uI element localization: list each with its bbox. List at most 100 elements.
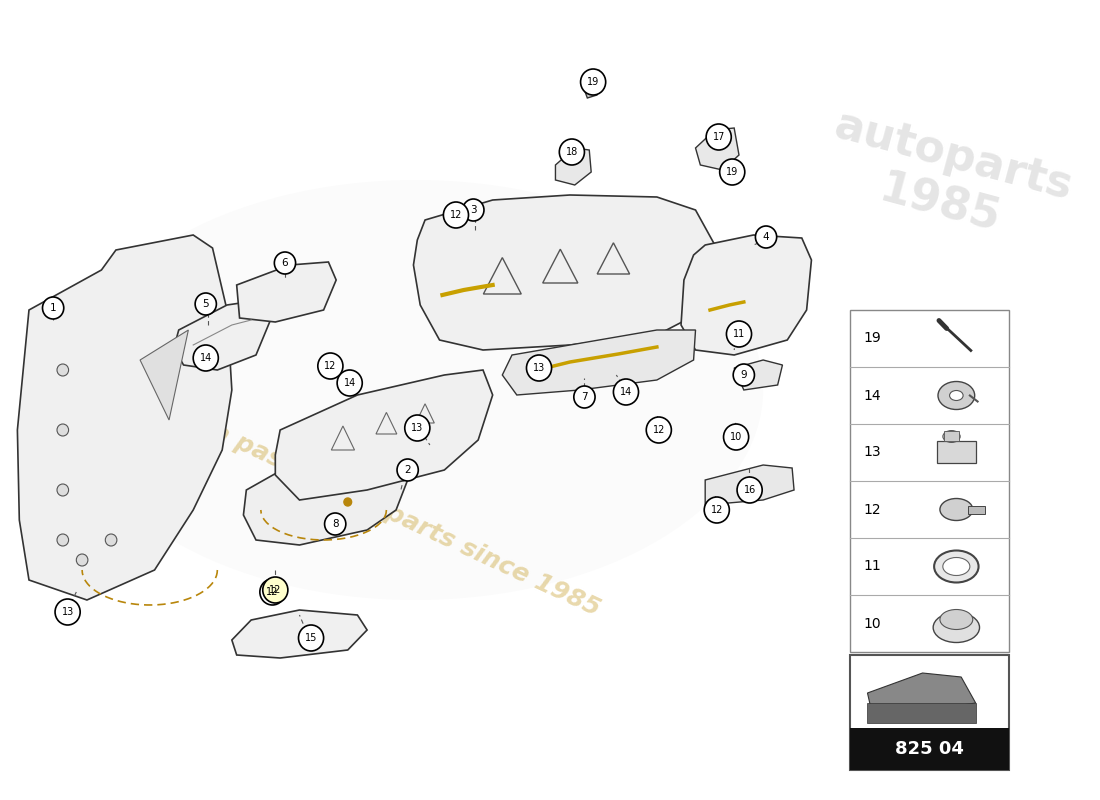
Polygon shape xyxy=(734,360,782,390)
Circle shape xyxy=(260,579,285,605)
Circle shape xyxy=(443,202,469,228)
Ellipse shape xyxy=(933,613,979,642)
Bar xyxy=(868,703,976,723)
Text: 12: 12 xyxy=(324,361,337,371)
Bar xyxy=(944,430,959,441)
Polygon shape xyxy=(18,235,232,600)
Text: 12: 12 xyxy=(652,425,666,435)
Circle shape xyxy=(706,124,732,150)
Text: 13: 13 xyxy=(532,363,546,373)
Circle shape xyxy=(55,599,80,625)
Text: 12: 12 xyxy=(864,502,881,517)
Text: 12: 12 xyxy=(270,585,282,595)
Text: 4: 4 xyxy=(762,232,769,242)
Circle shape xyxy=(76,554,88,566)
Circle shape xyxy=(756,226,777,248)
Circle shape xyxy=(734,364,755,386)
Text: 16: 16 xyxy=(744,485,756,495)
Circle shape xyxy=(43,297,64,319)
Polygon shape xyxy=(695,128,739,170)
Polygon shape xyxy=(503,330,695,395)
Polygon shape xyxy=(414,195,715,350)
Polygon shape xyxy=(232,610,367,658)
Text: 8: 8 xyxy=(332,519,339,529)
Text: 14: 14 xyxy=(343,378,355,388)
Text: 13: 13 xyxy=(62,607,74,617)
Text: 14: 14 xyxy=(619,387,632,397)
Circle shape xyxy=(298,625,323,651)
Polygon shape xyxy=(275,370,493,500)
Circle shape xyxy=(57,424,68,436)
Text: 14: 14 xyxy=(864,389,881,402)
Bar xyxy=(850,310,1010,652)
Ellipse shape xyxy=(939,498,972,521)
Text: 13: 13 xyxy=(411,423,424,433)
Polygon shape xyxy=(174,300,271,370)
Text: 13: 13 xyxy=(864,446,881,459)
Text: 19: 19 xyxy=(864,331,881,346)
Circle shape xyxy=(737,477,762,503)
Bar xyxy=(850,728,1010,770)
Circle shape xyxy=(581,69,606,95)
Circle shape xyxy=(57,364,68,376)
Bar xyxy=(937,441,976,462)
Text: 10: 10 xyxy=(864,617,881,630)
Circle shape xyxy=(559,139,584,165)
Circle shape xyxy=(397,459,418,481)
Text: 17: 17 xyxy=(713,132,725,142)
Text: 9: 9 xyxy=(740,370,747,380)
Ellipse shape xyxy=(67,180,763,600)
Text: 825 04: 825 04 xyxy=(895,740,965,758)
Circle shape xyxy=(704,497,729,523)
Circle shape xyxy=(463,199,484,221)
Circle shape xyxy=(263,577,288,603)
Text: 12: 12 xyxy=(711,505,723,515)
Polygon shape xyxy=(236,262,337,322)
Text: autoparts
1985: autoparts 1985 xyxy=(816,103,1077,257)
Text: 11: 11 xyxy=(733,329,745,339)
Polygon shape xyxy=(584,70,604,98)
Circle shape xyxy=(574,386,595,408)
Circle shape xyxy=(318,353,343,379)
Circle shape xyxy=(344,498,352,506)
Circle shape xyxy=(647,417,671,443)
Text: 19: 19 xyxy=(587,77,600,87)
Circle shape xyxy=(57,484,68,496)
Text: 1: 1 xyxy=(50,303,56,313)
Ellipse shape xyxy=(938,382,975,410)
Text: 12: 12 xyxy=(450,210,462,220)
Ellipse shape xyxy=(943,558,970,575)
Circle shape xyxy=(195,293,217,315)
Text: 2: 2 xyxy=(405,465,411,475)
Text: 7: 7 xyxy=(581,392,587,402)
Text: 14: 14 xyxy=(199,353,212,363)
Ellipse shape xyxy=(943,430,960,442)
Text: 5: 5 xyxy=(202,299,209,309)
Circle shape xyxy=(337,370,362,396)
Text: 3: 3 xyxy=(470,205,476,215)
Circle shape xyxy=(274,252,296,274)
Polygon shape xyxy=(868,673,976,710)
Bar xyxy=(850,655,1010,770)
Text: 12: 12 xyxy=(266,587,278,597)
Circle shape xyxy=(106,534,117,546)
Text: a passion for parts since 1985: a passion for parts since 1985 xyxy=(208,419,604,621)
Text: 11: 11 xyxy=(864,559,881,574)
Circle shape xyxy=(324,513,345,535)
Circle shape xyxy=(57,534,68,546)
Polygon shape xyxy=(140,330,188,420)
Polygon shape xyxy=(556,148,591,185)
Circle shape xyxy=(194,345,218,371)
Ellipse shape xyxy=(934,550,979,582)
Polygon shape xyxy=(705,465,794,505)
Circle shape xyxy=(726,321,751,347)
Text: 10: 10 xyxy=(730,432,743,442)
Ellipse shape xyxy=(939,610,972,630)
Ellipse shape xyxy=(949,390,964,401)
Polygon shape xyxy=(243,435,416,545)
Circle shape xyxy=(719,159,745,185)
Polygon shape xyxy=(681,235,812,355)
Text: 6: 6 xyxy=(282,258,288,268)
Text: 18: 18 xyxy=(565,147,578,157)
Text: 15: 15 xyxy=(305,633,317,643)
